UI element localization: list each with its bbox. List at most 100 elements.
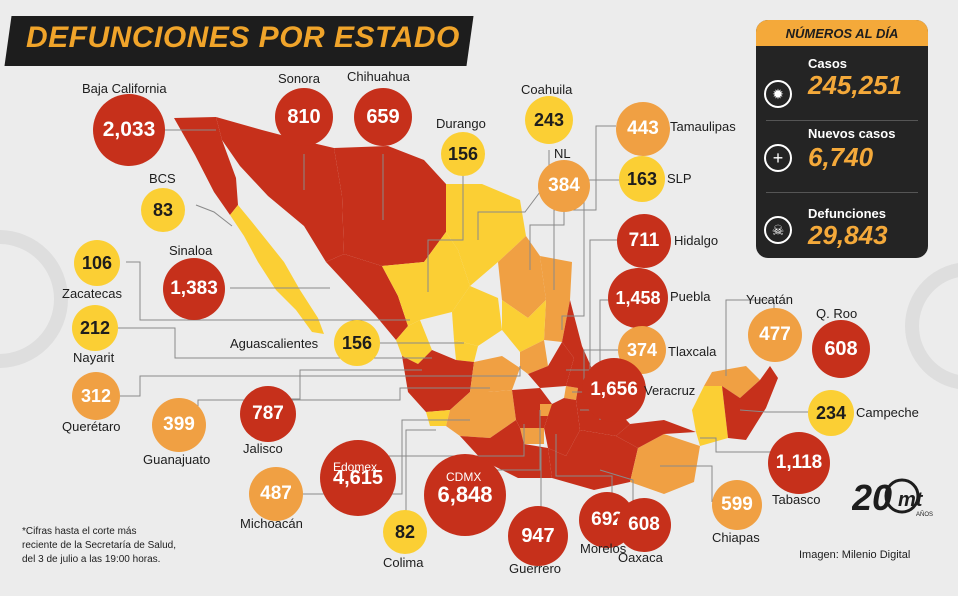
label-sinaloa: Sinaloa [169, 243, 213, 258]
label-tabasco: Tabasco [772, 492, 821, 507]
bubble-hidalgo: 711 [617, 214, 671, 268]
bubble-yucatan: 477 [748, 308, 802, 362]
label-campeche: Campeche [856, 405, 919, 420]
label-hidalgo: Hidalgo [674, 233, 719, 248]
region-yucatan [704, 366, 760, 398]
label-cdmx: CDMX [446, 470, 482, 484]
label-tlaxcala: Tlaxcala [668, 344, 717, 359]
label-nl: NL [554, 146, 571, 161]
bubble-sonora: 810 [275, 88, 333, 146]
bubble-puebla: 1,458 [608, 268, 668, 328]
region-chihuahua [334, 146, 446, 266]
label-zacatecas: Zacatecas [62, 286, 122, 301]
label-jalisco: Jalisco [243, 441, 283, 456]
region-durango [382, 232, 470, 326]
label-edomex: Edomex [333, 460, 378, 474]
label-puebla: Puebla [670, 289, 711, 304]
label-guerrero: Guerrero [509, 561, 562, 576]
milenio-20-anos-logo: 20 mt AÑOS [852, 477, 933, 518]
region-jalisco [402, 350, 474, 412]
region-tamaulipas [540, 256, 572, 342]
bubble-zacatecas: 106 [74, 240, 120, 286]
label-q-roo: Q. Roo [816, 306, 858, 321]
page-title: DEFUNCIONES POR ESTADO [26, 21, 460, 54]
region-nl [498, 236, 546, 318]
region-puebla [544, 398, 580, 456]
label-slp: SLP [667, 171, 692, 186]
stat-label-nuevos: Nuevos casos [808, 126, 896, 141]
label-oaxaca: Oaxaca [618, 550, 663, 565]
label-chiapas: Chiapas [712, 530, 760, 545]
label-guanajuato: Guanajuato [143, 452, 211, 467]
logo-anos: AÑOS [916, 511, 933, 518]
label-coahuila: Coahuila [521, 82, 573, 97]
bubble-edomex: 4,615 [320, 440, 396, 516]
label-baja-california: Baja California [82, 81, 167, 96]
label-michoacan: Michoacán [240, 516, 303, 531]
bubble-campeche: 234 [808, 390, 854, 436]
label-sonora: Sonora [278, 71, 320, 86]
bubble-jalisco: 787 [240, 386, 296, 442]
stat-label-defunciones: Defunciones [808, 206, 887, 221]
region-veracruz [562, 300, 630, 436]
stat-value-nuevos: 6,740 [808, 142, 874, 172]
region-aguascalientes [454, 340, 478, 362]
logo-mt: mt [898, 489, 924, 511]
numbers-panel: NÚMEROS AL DÍA ✹ Casos 245,251 + Nuevos … [756, 20, 928, 258]
stat-value-casos: 245,251 [808, 70, 902, 100]
region-tlaxcala [564, 386, 578, 400]
label-yucatan: Yucatán [746, 292, 793, 307]
label-morelos: Morelos [580, 541, 627, 556]
label-colima: Colima [383, 555, 424, 570]
region-nayarit [396, 320, 432, 364]
region-guanajuato [470, 356, 520, 392]
region-queretaro [520, 340, 548, 374]
bubble-durango: 156 [441, 132, 485, 176]
stat-value-defunciones: 29,843 [808, 220, 888, 250]
region-zacatecas [452, 286, 502, 346]
bubble-aguascalientes: 156 [334, 320, 380, 366]
region-edomex [512, 388, 552, 428]
label-tamaulipas: Tamaulipas [670, 119, 736, 134]
bubble-michoacan: 487 [249, 467, 303, 521]
bubble-baja-california: 2,033 [93, 94, 165, 166]
region-baja-california [174, 117, 238, 215]
bubble-nayarit: 212 [72, 305, 118, 351]
region-campeche [692, 386, 728, 446]
region-morelos [520, 428, 544, 444]
region-sonora [216, 117, 344, 262]
region-slp [502, 300, 546, 352]
virus-icon: ✹ [764, 80, 792, 108]
label-nayarit: Nayarit [73, 350, 115, 365]
panel-divider [766, 120, 918, 121]
label-queretaro: Querétaro [62, 419, 121, 434]
bubble-coahuila: 243 [525, 96, 573, 144]
bubble-tabasco: 1,118 [768, 432, 830, 494]
bubble-guanajuato: 399 [152, 398, 206, 452]
label-durango: Durango [436, 116, 486, 131]
plus-icon: + [764, 144, 792, 172]
region-michoacan [446, 390, 516, 438]
bubble-cdmx: 6,848 [424, 454, 506, 536]
bubble-queretaro: 312 [72, 372, 120, 420]
bubble-chihuahua: 659 [354, 88, 412, 146]
panel-divider [766, 192, 918, 193]
region-colima [426, 410, 450, 426]
region-hidalgo [528, 342, 574, 388]
region-bcs [230, 205, 324, 334]
bubble-q-roo: 608 [812, 320, 870, 378]
skull-icon: ☠ [764, 216, 792, 244]
bubble-chiapas: 599 [712, 480, 762, 530]
image-credit: Imagen: Milenio Digital [799, 549, 911, 561]
region-q-roo [722, 366, 778, 440]
region-chiapas [630, 434, 700, 494]
footnote: *Cifras hasta el corte más reciente de l… [22, 526, 176, 565]
label-aguascalientes: Aguascalientes [230, 336, 319, 351]
region-guerrero [460, 420, 552, 478]
bubble-slp: 163 [619, 156, 665, 202]
bubble-veracruz: 1,656 [582, 358, 646, 422]
bubble-nl: 384 [538, 160, 590, 212]
region-coahuila [446, 184, 526, 286]
